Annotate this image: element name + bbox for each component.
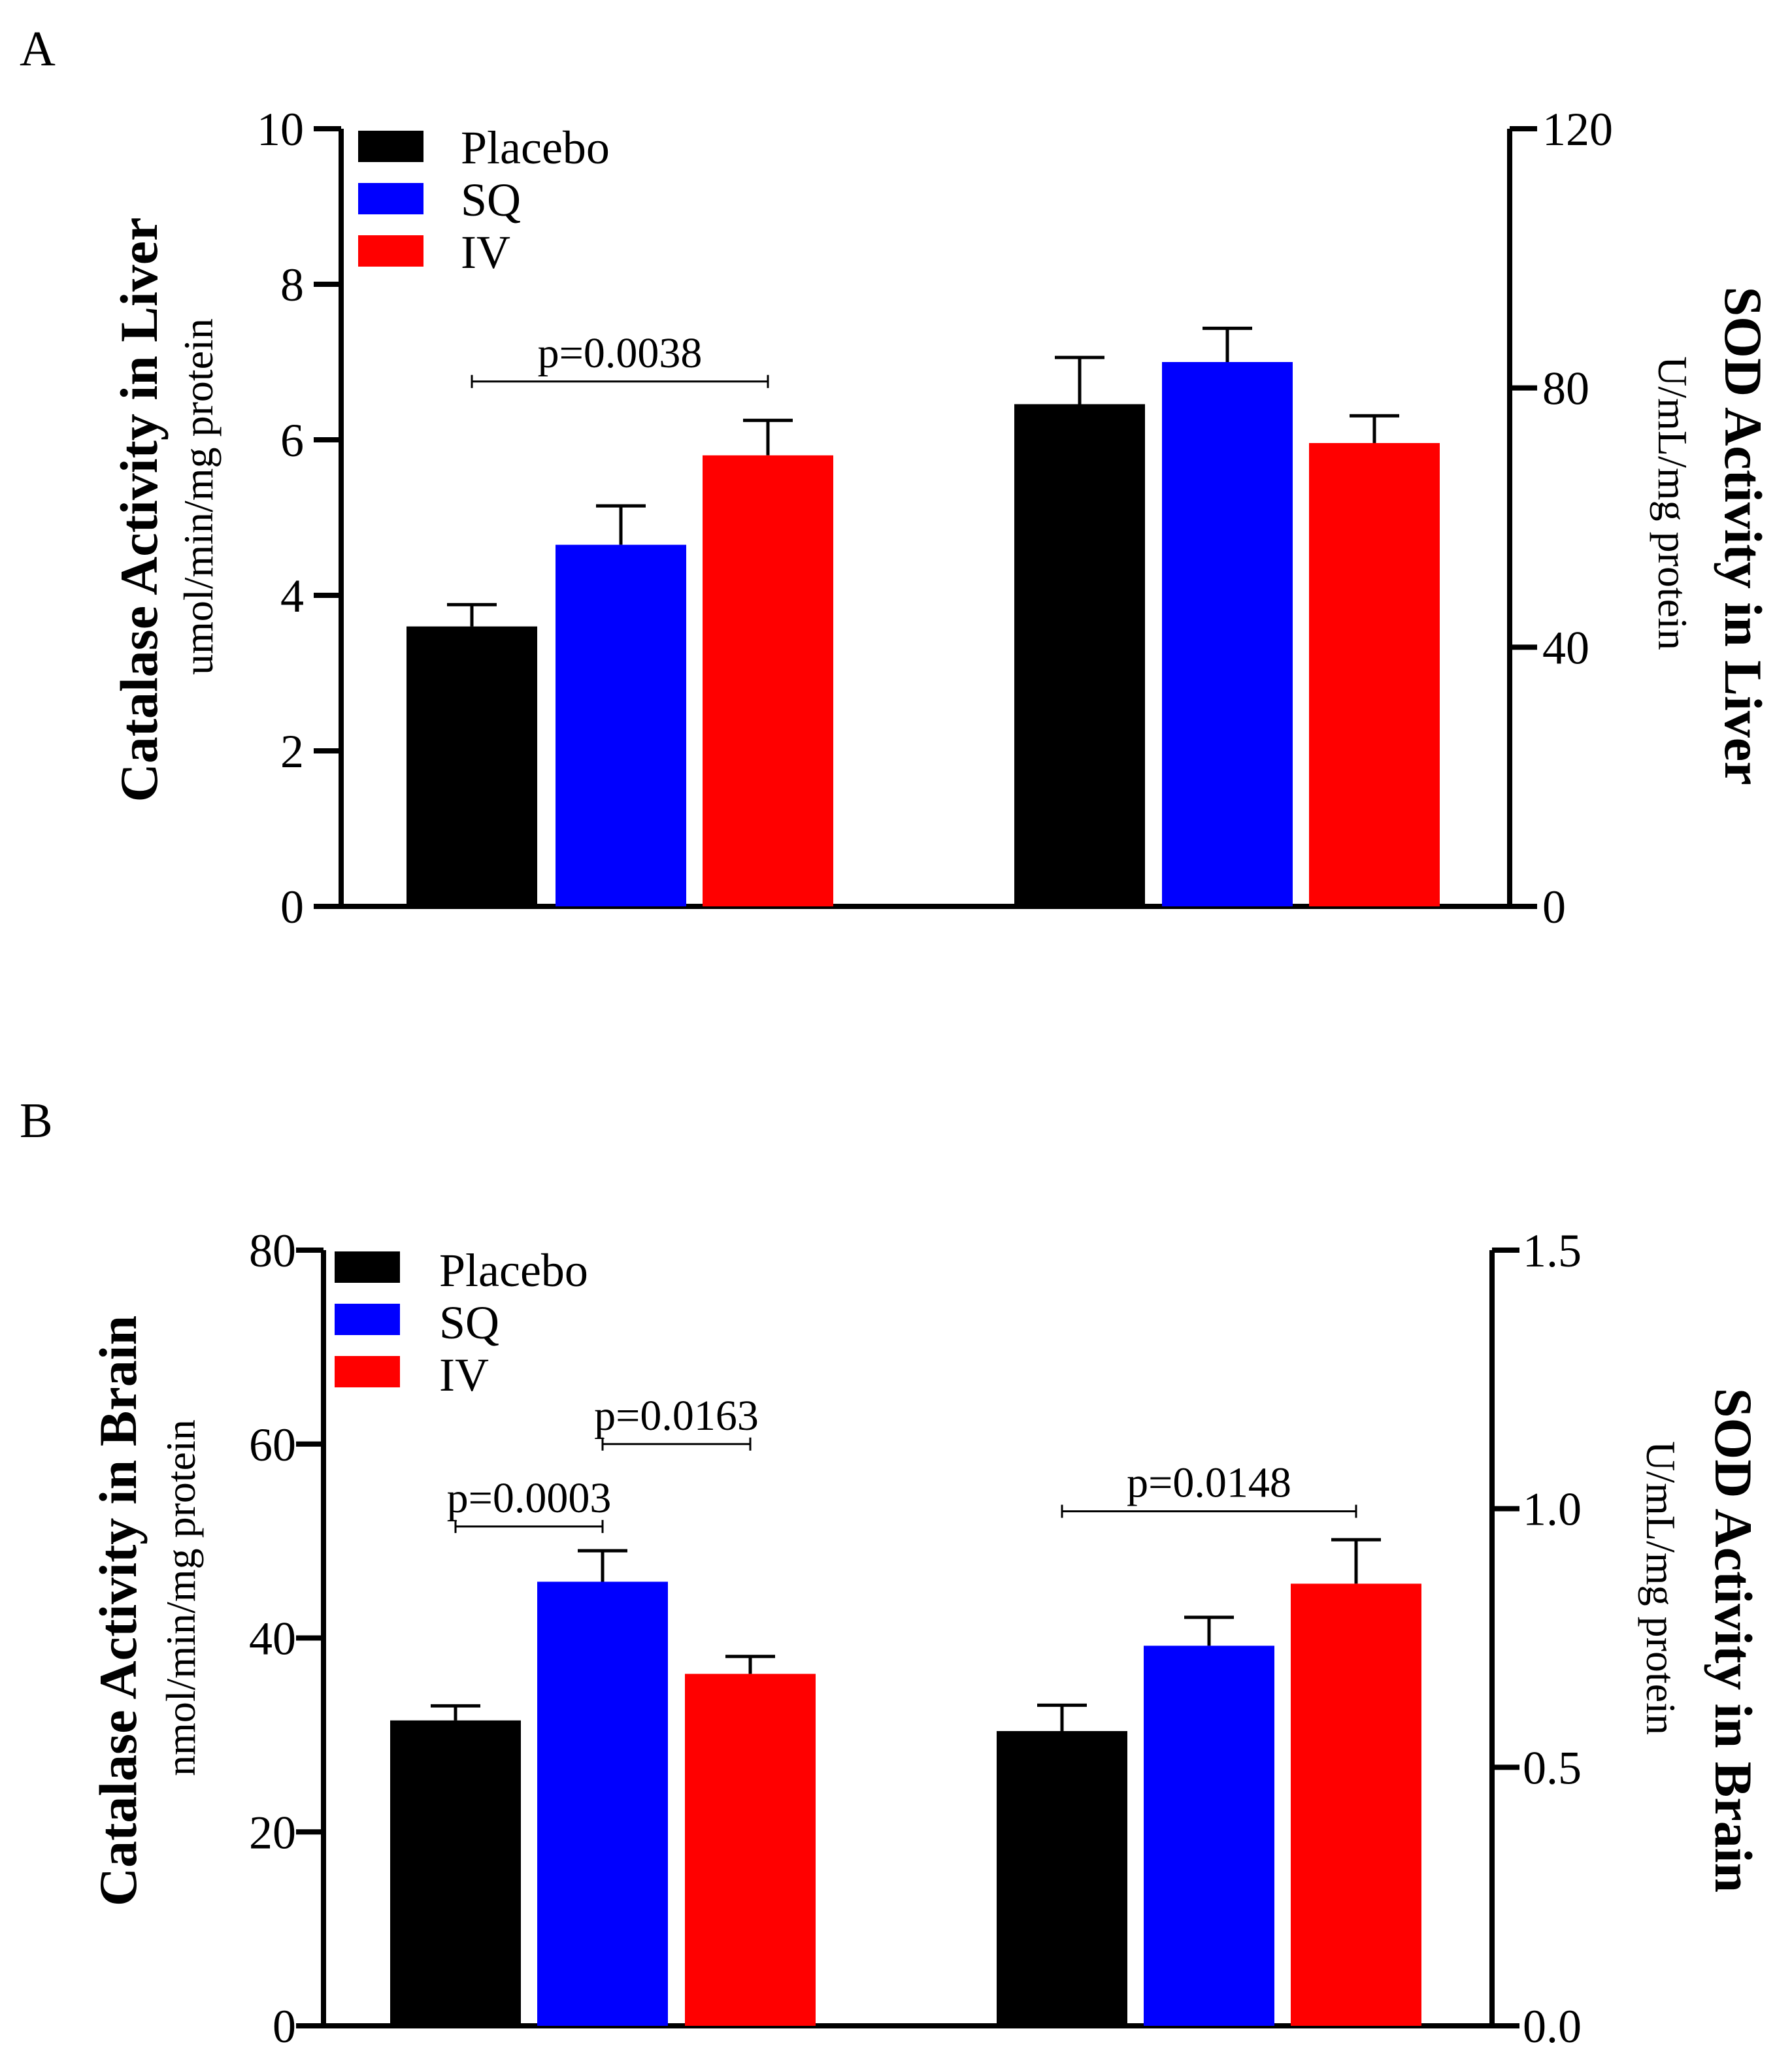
bar-iv xyxy=(1291,1583,1421,2026)
left-tick-label: 20 xyxy=(249,1806,296,1859)
right-axis-title: SOD Activity in Brain xyxy=(1704,1388,1763,1893)
right-tick-label: 0 xyxy=(1542,881,1566,933)
bar-placebo xyxy=(1014,404,1145,906)
right-tick-label: 1.5 xyxy=(1523,1225,1582,1277)
bar-placebo xyxy=(997,1730,1127,2026)
left-tick-label: 6 xyxy=(280,414,304,467)
bar-sq xyxy=(537,1581,668,2026)
left-tick-label: 10 xyxy=(257,103,304,156)
significance-brackets: p=0.0003 p=0.0163 p=0.0148 xyxy=(447,1392,1357,1533)
right-tick-label: 1.0 xyxy=(1523,1483,1582,1536)
right-tick-label: 40 xyxy=(1542,621,1589,674)
left-tick-label: 2 xyxy=(280,725,304,778)
legend-label-iv: IV xyxy=(439,1349,489,1401)
right-tick-label: 120 xyxy=(1542,103,1613,156)
bar-iv xyxy=(685,1674,816,2026)
legend-label-iv: IV xyxy=(461,226,510,278)
left-axis-title: Catalase Activity in Brain xyxy=(88,1315,148,1906)
p-value-label: p=0.0038 xyxy=(538,329,703,377)
legend-label-sq: SQ xyxy=(461,174,521,226)
left-tick-label: 8 xyxy=(280,259,304,311)
legend-swatch-iv xyxy=(335,1356,400,1387)
left-tick-label: 4 xyxy=(280,570,304,622)
legend-swatch-iv xyxy=(358,235,423,267)
left-tick-label: 0 xyxy=(273,2000,296,2053)
right-tick-label: 0.5 xyxy=(1523,1742,1582,1794)
legend-swatch-sq xyxy=(335,1304,400,1335)
right-axis-unit: U/mL/mg protein xyxy=(1638,1441,1684,1735)
legend-label-placebo: Placebo xyxy=(439,1244,588,1297)
bar-iv xyxy=(703,455,833,906)
right-axis-unit: U/mL/mg protein xyxy=(1650,356,1696,650)
legend: Placebo SQ IV xyxy=(358,122,610,278)
legend-swatch-placebo xyxy=(335,1251,400,1283)
legend-label-placebo: Placebo xyxy=(461,122,610,174)
bar-placebo xyxy=(407,626,537,906)
panel-b: B Catalase Activity in Brain nmol/min/mg… xyxy=(20,1093,1763,2053)
bar-iv xyxy=(1309,442,1440,906)
left-axis-unit: nmol/min/mg protein xyxy=(158,1419,204,1776)
p-value-label: p=0.0148 xyxy=(1127,1459,1291,1507)
left-tick-label: 80 xyxy=(249,1225,296,1277)
left-tick-label: 40 xyxy=(249,1613,296,1665)
p-value-label: p=0.0003 xyxy=(447,1474,612,1522)
bars xyxy=(407,326,1440,906)
bars xyxy=(390,1538,1421,2026)
legend-swatch-sq xyxy=(358,183,423,214)
bar-sq xyxy=(556,544,686,906)
bar-placebo xyxy=(390,1720,521,2026)
legend-swatch-placebo xyxy=(358,131,423,162)
significance-brackets: p=0.0038 xyxy=(471,329,769,388)
left-axis-unit: umol/min/mg protein xyxy=(175,318,222,675)
panel-label: A xyxy=(20,22,56,76)
right-tick-label: 80 xyxy=(1542,363,1589,415)
bar-sq xyxy=(1144,1645,1274,2026)
p-value-label: p=0.0163 xyxy=(594,1392,759,1440)
panel-a: A Catalase Activity in Liver umol/min/mg… xyxy=(20,22,1773,933)
legend-label-sq: SQ xyxy=(439,1297,499,1349)
left-axis-title: Catalase Activity in Liver xyxy=(109,217,169,802)
left-tick-label: 60 xyxy=(249,1419,296,1471)
right-axis-title: SOD Activity in Liver xyxy=(1714,286,1773,785)
legend: Placebo SQ IV xyxy=(335,1244,588,1401)
left-tick-label: 0 xyxy=(280,881,304,933)
right-tick-label: 0.0 xyxy=(1523,2000,1582,2053)
panel-label: B xyxy=(20,1093,53,1148)
bar-sq xyxy=(1162,362,1293,906)
